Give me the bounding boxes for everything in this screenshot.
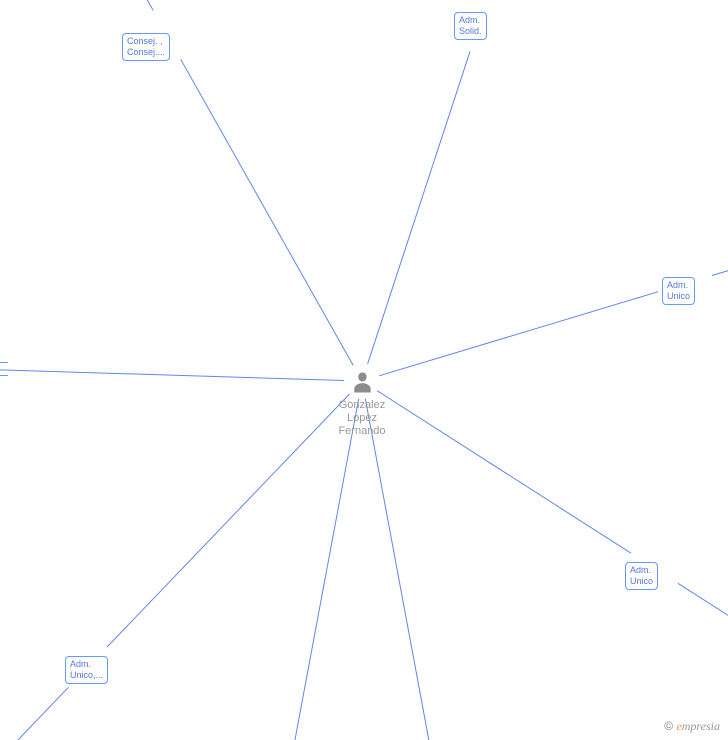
edge — [0, 687, 69, 740]
brand-rest: mpresia — [682, 719, 720, 733]
edge-label[interactable]: Adm. Unico — [625, 562, 658, 590]
edge — [678, 583, 728, 655]
edge-label[interactable]: Adm. Unico,... — [65, 656, 108, 684]
person-icon — [338, 371, 385, 393]
edge — [107, 394, 349, 647]
edge — [136, 0, 153, 10]
edge-label[interactable]: Adm. Unico — [662, 277, 695, 305]
network-diagram: Gonzalez Lopez Fernando © empresia Conse… — [0, 0, 728, 740]
edge — [379, 292, 658, 376]
left-axis-tick — [0, 362, 8, 376]
caption-line: Gonzalez — [338, 399, 385, 412]
center-node[interactable]: Gonzalez Lopez Fernando — [338, 371, 385, 438]
edge — [365, 399, 440, 740]
edge — [368, 52, 470, 364]
edge — [712, 255, 728, 276]
edge-label[interactable]: Adm. Solid. — [454, 12, 487, 40]
watermark: © empresia — [664, 719, 720, 734]
center-node-caption: Gonzalez Lopez Fernando — [338, 399, 385, 438]
edge — [280, 399, 359, 740]
copyright-symbol: © — [664, 719, 673, 733]
caption-line: Fernando — [338, 425, 385, 438]
edge — [377, 391, 631, 553]
edge — [181, 59, 354, 365]
caption-line: Lopez — [338, 412, 385, 425]
edge-label[interactable]: Consej. , Consej.... — [122, 33, 170, 61]
edge — [0, 369, 344, 380]
